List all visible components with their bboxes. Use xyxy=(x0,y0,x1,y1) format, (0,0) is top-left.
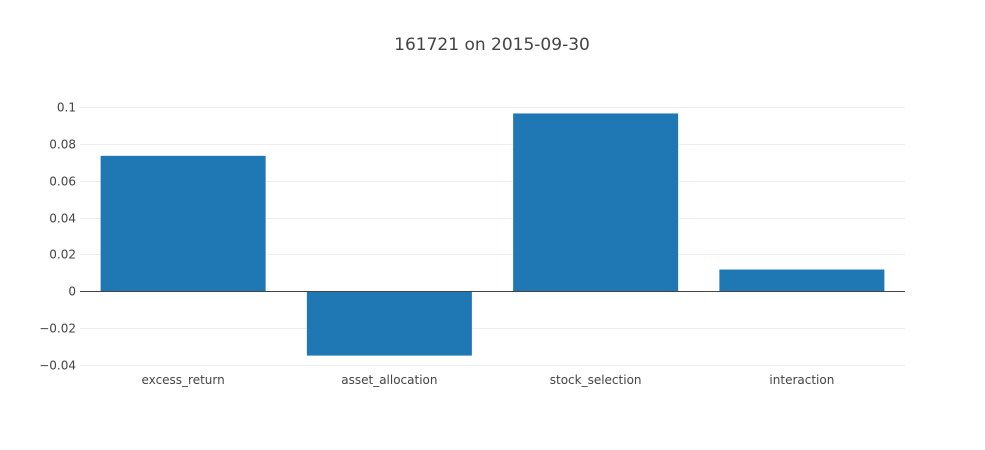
y-tick-label: 0.1 xyxy=(57,101,76,115)
chart-title: 161721 on 2015-09-30 xyxy=(394,35,590,55)
bar-excess-return[interactable] xyxy=(100,155,266,292)
bar-stock-selection[interactable] xyxy=(513,113,679,292)
bar-interaction[interactable] xyxy=(719,269,885,292)
y-tick-label: 0.06 xyxy=(49,175,76,189)
y-tick-label: −0.02 xyxy=(39,322,76,336)
y-tick-label: 0.04 xyxy=(49,212,76,226)
y-tick-label: −0.04 xyxy=(39,359,76,373)
x-tick-label: excess_return xyxy=(142,373,225,387)
y-axis-ticks: 0.1 0.08 0.06 0.04 0.02 0 −0.02 −0.04 xyxy=(39,101,76,373)
bar-asset-allocation[interactable] xyxy=(306,291,472,356)
bar-layer xyxy=(100,113,885,356)
x-tick-label: asset_allocation xyxy=(341,373,437,387)
y-tick-label: 0 xyxy=(68,285,76,299)
y-tick-label: 0.02 xyxy=(49,248,76,262)
x-axis-ticks: excess_return asset_allocation stock_selec… xyxy=(142,373,835,387)
y-tick-label: 0.08 xyxy=(49,138,76,152)
x-tick-label: interaction xyxy=(769,373,834,387)
x-tick-label: stock_selection xyxy=(550,373,642,387)
